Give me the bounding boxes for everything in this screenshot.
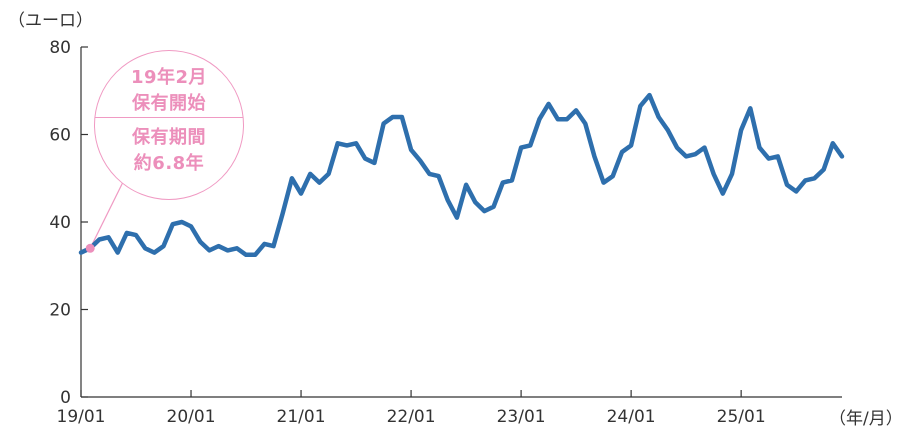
badge-divider: [95, 117, 243, 118]
price-series-line: [78, 92, 845, 258]
price-data-points: [80, 95, 843, 255]
x-tick-label: 21/01: [277, 407, 326, 427]
period-caption-label: 保有期間: [132, 127, 206, 148]
start-caption-label: 保有開始: [132, 93, 206, 114]
x-ticks: 19/01 20/01 21/01 22/01 23/01 24/01 25/01: [57, 390, 766, 427]
y-tick-label: 60: [49, 126, 71, 146]
purchase-start-point: [85, 243, 95, 253]
x-tick-label: 25/01: [717, 407, 766, 427]
x-tick-label: 23/01: [497, 407, 546, 427]
holding-period-badge: 19年2月 保有開始 保有期間 約6.8年: [94, 50, 244, 200]
x-tick-label: 24/01: [607, 407, 656, 427]
y-tick-label: 40: [49, 213, 71, 233]
annotation-leader-line: [89, 177, 126, 249]
x-axis-unit-label: （年/月）: [829, 409, 903, 429]
x-tick-label: 19/01: [57, 407, 106, 427]
period-value-label: 約6.8年: [133, 153, 205, 174]
start-date-label: 19年2月: [130, 67, 208, 88]
x-tick-label: 22/01: [387, 407, 436, 427]
y-ticks: 0 20 40 60 80: [49, 38, 88, 408]
y-tick-label: 0: [60, 388, 71, 408]
x-tick-label: 20/01: [167, 407, 216, 427]
y-tick-label: 20: [49, 301, 71, 321]
y-tick-label: 80: [49, 38, 71, 58]
y-axis-unit-label: （ユーロ）: [8, 11, 93, 31]
